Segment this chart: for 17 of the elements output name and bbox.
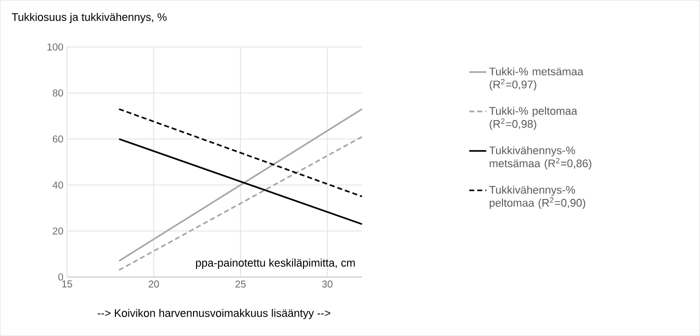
legend-label: Tukki-% metsämaa (R$^{2}$=0,97) <box>489 67 584 91</box>
text: --> Koivikon harvennusvoimakkuus lisääntyy --> <box>98 308 330 320</box>
y-tick-label: 40 <box>52 181 64 189</box>
x-tick-label: 15 <box>62 280 72 288</box>
x-tick-label: 20 <box>148 280 159 288</box>
legend-label: Tukkivähennys-% peltomaa (R$^{2}$=0,90) <box>489 186 586 209</box>
legend-label: Tukkivähennys-% metsämaa (R$^{2}$=0,86) <box>489 146 592 170</box>
x-tick-label: 25 <box>235 280 246 288</box>
y-tick-label: 0 <box>58 273 64 281</box>
x-tick-label: 30 <box>322 280 332 288</box>
y-tick-label: 80 <box>52 89 64 97</box>
y-axis-title: Tukkiosuus ja tukkivähennys, % <box>12 12 167 24</box>
legend-label: Tukki-% peltomaa (R$^{2}$=0,98) <box>489 106 578 130</box>
x-axis-title: ppa-painotettu keskiläpimitta, cm <box>196 258 355 269</box>
y-tick-label: 60 <box>52 135 64 143</box>
y-tick-label: 20 <box>52 227 64 235</box>
y-tick-label: 100 <box>48 43 64 51</box>
